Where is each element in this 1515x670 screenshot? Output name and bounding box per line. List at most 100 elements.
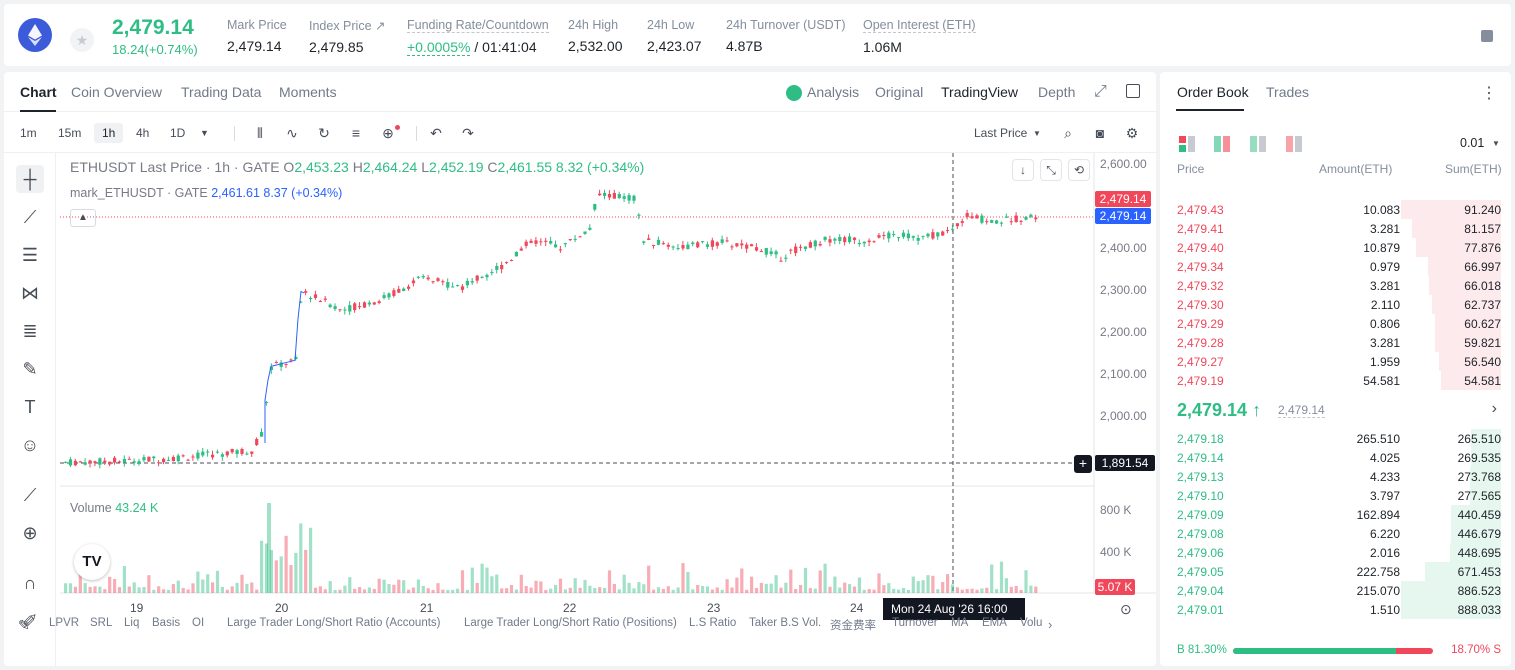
collapse-legend-button[interactable]: ▲ <box>70 209 96 227</box>
view-analysis[interactable]: Analysis <box>807 84 860 100</box>
crosshair-icon[interactable]: ┼ <box>16 165 44 193</box>
price-type-select[interactable]: Last Price <box>974 126 1028 140</box>
indicator-item[interactable]: Turnover <box>892 617 938 629</box>
ask-row[interactable]: 2,479.41 3.281 81.157 <box>1160 219 1511 238</box>
asks-view-icon[interactable] <box>1214 136 1230 152</box>
ask-row[interactable]: 2,479.27 1.959 56.540 <box>1160 352 1511 371</box>
fib-icon[interactable]: ≣ <box>22 321 38 341</box>
stat-index-price[interactable]: Index Price ↗ 2,479.85 <box>309 19 386 55</box>
tab-trades[interactable]: Trades <box>1266 84 1310 100</box>
ask-row[interactable]: 2,479.28 3.281 59.821 <box>1160 333 1511 352</box>
row-sum: 77.876 <box>1464 241 1501 255</box>
chevron-down-icon[interactable]: ▼ <box>200 128 209 138</box>
view-tradingview[interactable]: TradingView <box>941 84 1019 100</box>
view-original[interactable]: Original <box>875 84 924 100</box>
redo-icon[interactable]: ↷ <box>462 125 474 141</box>
indicator-item[interactable]: L.S Ratio <box>689 617 737 629</box>
reset-icon[interactable]: ⟲ <box>1068 159 1090 181</box>
indicator-item[interactable]: MA <box>951 617 969 629</box>
bids-view-icon[interactable] <box>1250 136 1266 152</box>
ruler-icon[interactable]: ⟋ <box>23 485 37 505</box>
gear-icon[interactable]: ⚙ <box>1125 125 1139 141</box>
indicator-item[interactable]: SRL <box>90 617 113 629</box>
ask-row[interactable]: 2,479.30 2.110 62.737 <box>1160 295 1511 314</box>
camera-icon[interactable]: ◙ <box>1095 125 1105 141</box>
bid-row[interactable]: 2,479.01 1.510 888.033 <box>1160 600 1511 619</box>
precision-select[interactable]: 0.01 <box>1460 136 1485 150</box>
text-tool-icon[interactable]: T <box>24 397 36 417</box>
pattern-icon[interactable]: ⋈ <box>21 283 39 303</box>
indicator-item[interactable]: LPVR <box>49 617 80 629</box>
indicator-item[interactable]: Large Trader Long/Short Ratio (Positions… <box>464 617 677 629</box>
favorite-star-icon[interactable]: ★ <box>70 28 94 52</box>
interval-1d[interactable]: 1D <box>170 126 186 140</box>
zoom-in-icon[interactable]: ⊕ <box>22 523 38 543</box>
interval-1m[interactable]: 1m <box>20 126 37 140</box>
tab-coin-overview[interactable]: Coin Overview <box>71 84 163 100</box>
arrow-down-icon[interactable]: ↓ <box>1012 159 1034 181</box>
indicator-item[interactable]: Basis <box>152 617 181 629</box>
indicator-item[interactable]: EMA <box>982 617 1007 629</box>
volume-bar <box>534 580 538 593</box>
candlestick-canvas[interactable] <box>60 153 1156 666</box>
ask-row[interactable]: 2,479.19 54.581 54.581 <box>1160 371 1511 390</box>
window-icon[interactable] <box>1126 84 1140 98</box>
chevron-down-icon[interactable]: ▼ <box>1492 139 1500 148</box>
ask-row[interactable]: 2,479.34 0.979 66.997 <box>1160 257 1511 276</box>
chevron-right-icon[interactable]: › <box>1491 400 1497 417</box>
brush-icon[interactable]: ✎ <box>22 359 38 379</box>
tab-chart[interactable]: Chart <box>20 84 57 100</box>
search-icon[interactable]: ⌕ <box>1064 125 1072 141</box>
view-depth[interactable]: Depth <box>1038 84 1076 100</box>
settings-circle-icon[interactable]: ⊙ <box>1120 601 1132 617</box>
indicators-icon[interactable]: ∿ <box>286 125 298 141</box>
magnet-icon[interactable]: ∩ <box>23 573 37 593</box>
bid-row[interactable]: 2,479.14 4.025 269.535 <box>1160 448 1511 467</box>
tab-moments[interactable]: Moments <box>279 84 337 100</box>
ask-row[interactable]: 2,479.29 0.806 60.627 <box>1160 314 1511 333</box>
interval-15m[interactable]: 15m <box>58 126 82 140</box>
bid-row[interactable]: 2,479.05 222.758 671.453 <box>1160 562 1511 581</box>
ask-row[interactable]: 2,479.40 10.879 77.876 <box>1160 238 1511 257</box>
bid-row[interactable]: 2,479.10 3.797 277.565 <box>1160 486 1511 505</box>
bid-row[interactable]: 2,479.09 162.894 440.459 <box>1160 505 1511 524</box>
indicator-item[interactable]: Liq <box>124 617 140 629</box>
indicator-item[interactable]: Large Trader Long/Short Ratio (Accounts) <box>227 617 441 629</box>
trend-line-icon[interactable]: ⟋ <box>23 207 37 227</box>
add-alert-icon[interactable]: ⊕ <box>382 125 394 141</box>
depth-view-icon[interactable] <box>1286 136 1302 152</box>
add-plus-icon[interactable]: + <box>1074 455 1092 473</box>
templates-icon[interactable]: ≡ <box>351 125 361 141</box>
indicator-item[interactable]: OI <box>192 617 205 629</box>
bid-row[interactable]: 2,479.06 2.016 448.695 <box>1160 543 1511 562</box>
compress-icon[interactable]: ⤡ <box>1040 159 1062 181</box>
price-chart[interactable]: ETHUSDT Last Price · 1h · GATE O2,453.23… <box>60 153 1156 666</box>
indicator-item[interactable]: Taker B.S Vol. <box>749 617 822 629</box>
ask-row[interactable]: 2,479.32 3.281 66.018 <box>1160 276 1511 295</box>
pencil-lock-icon[interactable]: ✐ <box>22 611 38 631</box>
candle-type-icon[interactable]: ⫴ <box>257 125 263 141</box>
expand-icon[interactable]: ⤢ <box>1094 83 1107 100</box>
bid-row[interactable]: 2,479.08 6.220 446.679 <box>1160 524 1511 543</box>
ask-row[interactable]: 2,479.43 10.083 91.240 <box>1160 200 1511 219</box>
bid-row[interactable]: 2,479.04 215.070 886.523 <box>1160 581 1511 600</box>
pencil-icon[interactable]: ✎ <box>18 617 30 633</box>
bid-row[interactable]: 2,479.18 265.510 265.510 <box>1160 429 1511 448</box>
chevron-right-icon[interactable]: › <box>1048 617 1053 632</box>
tab-trading-data[interactable]: Trading Data <box>181 84 262 100</box>
horizontal-lines-icon[interactable]: ☰ <box>21 245 39 265</box>
indicator-item[interactable]: 资金费率 <box>830 620 876 632</box>
book-icon[interactable] <box>1481 30 1493 42</box>
interval-4h[interactable]: 4h <box>136 126 150 140</box>
interval-1h[interactable]: 1h <box>94 123 124 143</box>
indicator-item[interactable]: Volu <box>1020 617 1043 629</box>
volume-bar <box>353 588 357 593</box>
both-sides-view-icon[interactable] <box>1179 136 1195 152</box>
replay-icon[interactable]: ↻ <box>318 125 330 141</box>
undo-icon[interactable]: ↶ <box>430 125 442 141</box>
chevron-down-icon[interactable]: ▼ <box>1033 129 1041 138</box>
bid-row[interactable]: 2,479.13 4.233 273.768 <box>1160 467 1511 486</box>
more-icon[interactable]: ⋮ <box>1481 85 1497 102</box>
tab-order-book[interactable]: Order Book <box>1177 84 1249 100</box>
emoji-icon[interactable]: ☺ <box>20 435 40 455</box>
